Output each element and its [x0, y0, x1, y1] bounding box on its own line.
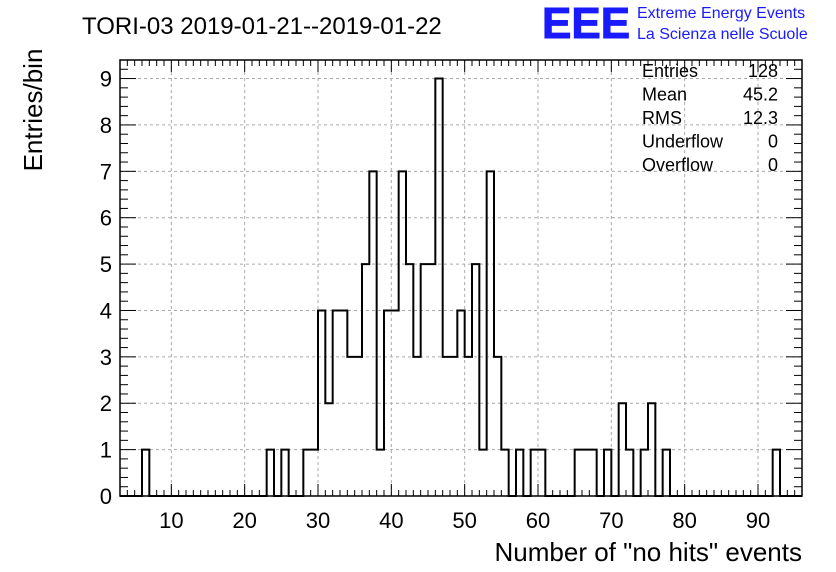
y-tick-label: 9 — [100, 67, 112, 92]
stats-value: 12.3 — [743, 108, 778, 128]
x-tick-label: 30 — [306, 508, 330, 533]
y-tick-label: 5 — [100, 252, 112, 277]
y-tick-label: 1 — [100, 438, 112, 463]
x-tick-label: 70 — [599, 508, 623, 533]
logo-line2: La Scienza nelle Scuole — [637, 26, 808, 43]
y-tick-label: 4 — [100, 298, 112, 323]
stats-value: 0 — [768, 132, 778, 152]
x-tick-label: 20 — [232, 508, 256, 533]
y-tick-label: 8 — [100, 113, 112, 138]
y-tick-label: 0 — [100, 484, 112, 509]
stats-label: Overflow — [642, 155, 714, 175]
x-tick-label: 90 — [746, 508, 770, 533]
x-tick-labels: 10 20 30 40 50 60 70 80 90 — [159, 508, 770, 533]
stats-value: 45.2 — [743, 85, 778, 105]
stats-value: 0 — [768, 155, 778, 175]
grid-lines — [120, 60, 802, 496]
stats-label: Entries — [642, 61, 698, 81]
eee-logo: EEE Extreme Energy Events La Scienza nel… — [542, 0, 808, 49]
x-tick-label: 80 — [672, 508, 696, 533]
logo-letters: EEE — [542, 0, 630, 48]
y-tick-label: 3 — [100, 345, 112, 370]
stats-label: Underflow — [642, 132, 724, 152]
axis-ticks — [119, 59, 803, 497]
stats-box: Entries 128 Mean 45.2 RMS 12.3 Underflow 0 Overf… — [642, 61, 778, 175]
y-tick-label: 7 — [100, 159, 112, 184]
stats-value: 128 — [748, 61, 778, 81]
x-tick-label: 10 — [159, 508, 183, 533]
y-tick-labels: 0 1 2 3 4 5 6 7 8 9 — [100, 67, 112, 509]
x-tick-label: 50 — [452, 508, 476, 533]
x-tick-label: 60 — [526, 508, 550, 533]
x-axis-title: Number of "no hits" events — [495, 537, 803, 567]
x-tick-label: 40 — [379, 508, 403, 533]
logo-line1: Extreme Energy Events — [637, 5, 805, 22]
y-tick-label: 6 — [100, 206, 112, 231]
stats-label: Mean — [642, 85, 687, 105]
plot-frame — [119, 59, 803, 497]
chart-title: TORI-03 2019-01-21--2019-01-22 — [82, 13, 442, 40]
y-tick-label: 2 — [100, 391, 112, 416]
y-axis-title: Entries/bin — [18, 49, 48, 172]
stats-label: RMS — [642, 108, 682, 128]
